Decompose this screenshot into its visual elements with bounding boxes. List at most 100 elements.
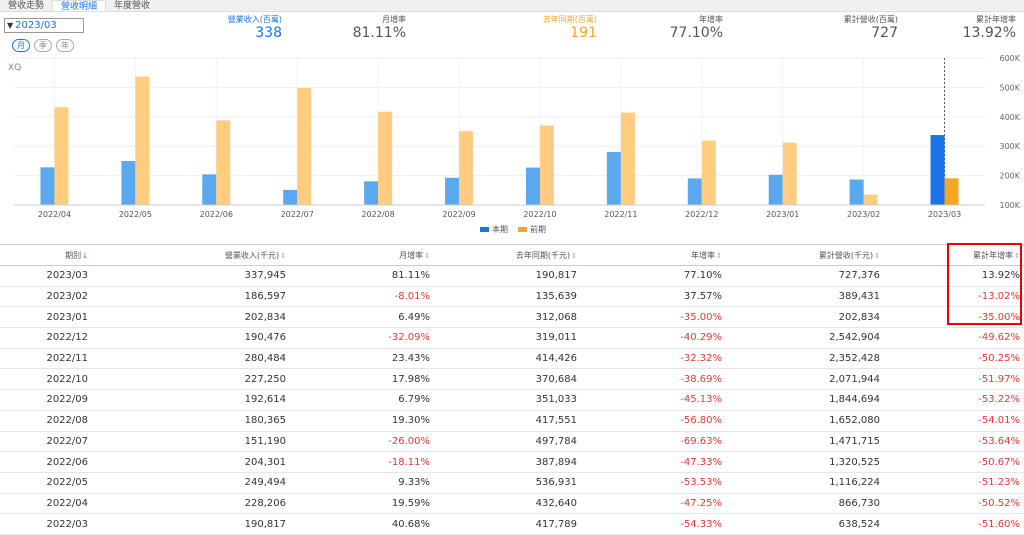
cell-cumulative: 2,352,428 bbox=[829, 353, 880, 365]
table-row[interactable]: 2023/03 337,945 81.11% 190,817 77.10% 727,376… bbox=[0, 266, 1024, 287]
table-row[interactable]: 2022/08 180,365 19.30% 417,551 -56.80% 1,652,… bbox=[0, 411, 1024, 432]
x-tick-label: 2023/01 bbox=[766, 210, 799, 219]
cell-revenue: 151,190 bbox=[244, 435, 286, 447]
header-cumulative-yoy-label: 累計年增率 bbox=[973, 250, 1014, 260]
summary-yoy-label: 年增率 bbox=[699, 15, 723, 24]
header-revenue[interactable]: 營業收入(千元)⇕ bbox=[92, 250, 290, 261]
bar-previous bbox=[297, 88, 312, 205]
cell-cumulative: 1,320,525 bbox=[829, 456, 880, 468]
cell-period: 2022/12 bbox=[46, 332, 88, 344]
bar-current bbox=[525, 167, 540, 205]
chart-legend: 本期 前期 bbox=[480, 224, 546, 235]
cell-revenue: 190,476 bbox=[244, 332, 286, 344]
period-year-button[interactable]: 年 bbox=[56, 39, 74, 52]
header-last-year-label: 去年同期(千元) bbox=[515, 250, 571, 260]
table-row[interactable]: 2022/07 151,190 -26.00% 497,784 -69.63% 1,471… bbox=[0, 432, 1024, 453]
header-mom[interactable]: 月增率⇕ bbox=[290, 250, 434, 261]
table-row[interactable]: 2023/01 202,834 6.49% 312,068 -35.00% 202,834… bbox=[0, 307, 1024, 329]
sort-icon: ⇕ bbox=[571, 251, 577, 260]
bar-current bbox=[364, 181, 379, 205]
cell-revenue: 192,614 bbox=[244, 394, 286, 406]
summary-cumulative-label: 累計營收(百萬) bbox=[843, 15, 898, 24]
tab-revenue-detail[interactable]: 營收明細 bbox=[52, 0, 107, 12]
summary-revenue-label: 營業收入(百萬) bbox=[227, 15, 282, 24]
sort-icon: ⇕ bbox=[1014, 251, 1020, 260]
table-row[interactable]: 2022/12 190,476 -32.09% 319,011 -40.29% 2,542… bbox=[0, 328, 1024, 349]
bar-current bbox=[606, 151, 621, 205]
header-last-year[interactable]: 去年同期(千元)⇕ bbox=[434, 250, 581, 261]
x-tick-label: 2022/07 bbox=[281, 210, 314, 219]
cell-mom: 19.59% bbox=[391, 497, 430, 509]
cell-last-year: 190,817 bbox=[535, 270, 577, 282]
cell-mom: 23.43% bbox=[391, 353, 430, 365]
cell-yoy: -53.53% bbox=[680, 477, 722, 489]
cell-last-year: 387,894 bbox=[535, 456, 577, 468]
cell-period: 2023/02 bbox=[46, 291, 88, 303]
cell-yoy: -32.32% bbox=[680, 353, 722, 365]
summary-revenue-value: 338 bbox=[255, 25, 282, 41]
bar-current bbox=[445, 177, 460, 205]
bar-current bbox=[40, 167, 55, 205]
y-tick-label: 300K bbox=[999, 142, 1020, 151]
cell-mom: 17.98% bbox=[391, 373, 430, 385]
cell-cumulative-yoy: -54.01% bbox=[978, 415, 1020, 427]
chevron-down-icon: ▼ bbox=[7, 21, 14, 30]
header-period[interactable]: 期別↓ bbox=[0, 250, 92, 261]
cell-yoy: 37.57% bbox=[683, 291, 722, 303]
cell-mom: -26.00% bbox=[388, 435, 430, 447]
cell-revenue: 202,834 bbox=[244, 311, 286, 323]
cell-revenue: 227,250 bbox=[244, 373, 286, 385]
table-row[interactable]: 2022/11 280,484 23.43% 414,426 -32.32% 2,352,… bbox=[0, 349, 1024, 370]
y-tick-label: 100K bbox=[999, 201, 1020, 210]
cell-last-year: 312,068 bbox=[535, 311, 577, 323]
sort-icon: ⇕ bbox=[280, 251, 286, 260]
bar-previous bbox=[54, 107, 69, 205]
header-period-label: 期別 bbox=[65, 250, 82, 260]
summary-cumulative-yoy-label: 累計年增率 bbox=[976, 15, 1016, 24]
period-month-button[interactable]: 月 bbox=[12, 39, 30, 52]
table-row[interactable]: 2022/06 204,301 -18.11% 387,894 -47.33% 1,320… bbox=[0, 452, 1024, 473]
table-row[interactable]: 2023/02 186,597 -8.01% 135,639 37.57% 389,431… bbox=[0, 287, 1024, 308]
bar-previous bbox=[135, 76, 150, 205]
header-mom-label: 月增率 bbox=[399, 250, 424, 260]
x-tick-label: 2022/12 bbox=[685, 210, 718, 219]
cell-last-year: 414,426 bbox=[535, 353, 577, 365]
table-row[interactable]: 2022/05 249,494 9.33% 536,931 -53.53% 1,116,2… bbox=[0, 473, 1024, 494]
cell-revenue: 186,597 bbox=[244, 291, 286, 303]
bar-current bbox=[283, 189, 298, 205]
cell-yoy: -56.80% bbox=[680, 415, 722, 427]
table-row[interactable]: 2022/09 192,614 6.79% 351,033 -45.13% 1,844,6… bbox=[0, 390, 1024, 411]
period-toggle: 月 季 年 bbox=[12, 39, 74, 52]
sort-desc-icon: ↓ bbox=[82, 251, 88, 260]
x-tick-label: 2022/04 bbox=[38, 210, 71, 219]
cell-cumulative-yoy: -53.64% bbox=[978, 435, 1020, 447]
cell-mom: 81.11% bbox=[391, 270, 430, 282]
cell-cumulative-yoy: -50.67% bbox=[978, 456, 1020, 468]
tab-revenue-trend[interactable]: 營收走勢 bbox=[8, 1, 45, 11]
cell-period: 2022/11 bbox=[46, 353, 88, 365]
cell-cumulative: 1,116,224 bbox=[829, 477, 880, 489]
cell-period: 2022/06 bbox=[46, 456, 88, 468]
header-cumulative-yoy[interactable]: 累計年增率⇕ bbox=[884, 250, 1024, 261]
cell-mom: 9.33% bbox=[398, 477, 430, 489]
header-cumulative[interactable]: 累計營收(千元)⇕ bbox=[726, 250, 884, 261]
tab-bar: 營收走勢 營收明細 年度營收 bbox=[0, 0, 1024, 12]
table-row[interactable]: 2022/03 190,817 40.68% 417,789 -54.33% 638,52… bbox=[0, 514, 1024, 535]
summary-cumulative-yoy-value: 13.92% bbox=[962, 25, 1016, 41]
header-cumulative-label: 累計營收(千元) bbox=[818, 250, 874, 260]
cell-mom: 6.79% bbox=[398, 394, 430, 406]
header-yoy[interactable]: 年增率⇕ bbox=[581, 250, 726, 261]
cell-period: 2022/08 bbox=[46, 415, 88, 427]
table-row[interactable]: 2022/10 227,250 17.98% 370,684 -38.69% 2,071,… bbox=[0, 369, 1024, 391]
month-select[interactable]: ▼ 2023/03 bbox=[4, 18, 84, 33]
x-tick-label: 2023/02 bbox=[847, 210, 880, 219]
summary-cumulative-value: 727 bbox=[871, 25, 898, 41]
period-quarter-button[interactable]: 季 bbox=[34, 39, 52, 52]
bar-previous bbox=[863, 194, 878, 205]
tab-annual-revenue[interactable]: 年度營收 bbox=[114, 1, 151, 11]
table-row[interactable]: 2022/04 228,206 19.59% 432,640 -47.25% 866,73… bbox=[0, 494, 1024, 515]
bar-previous bbox=[459, 131, 474, 205]
y-tick-label: 400K bbox=[999, 113, 1020, 122]
bar-previous bbox=[216, 120, 231, 205]
legend-current-label: 本期 bbox=[492, 225, 508, 234]
